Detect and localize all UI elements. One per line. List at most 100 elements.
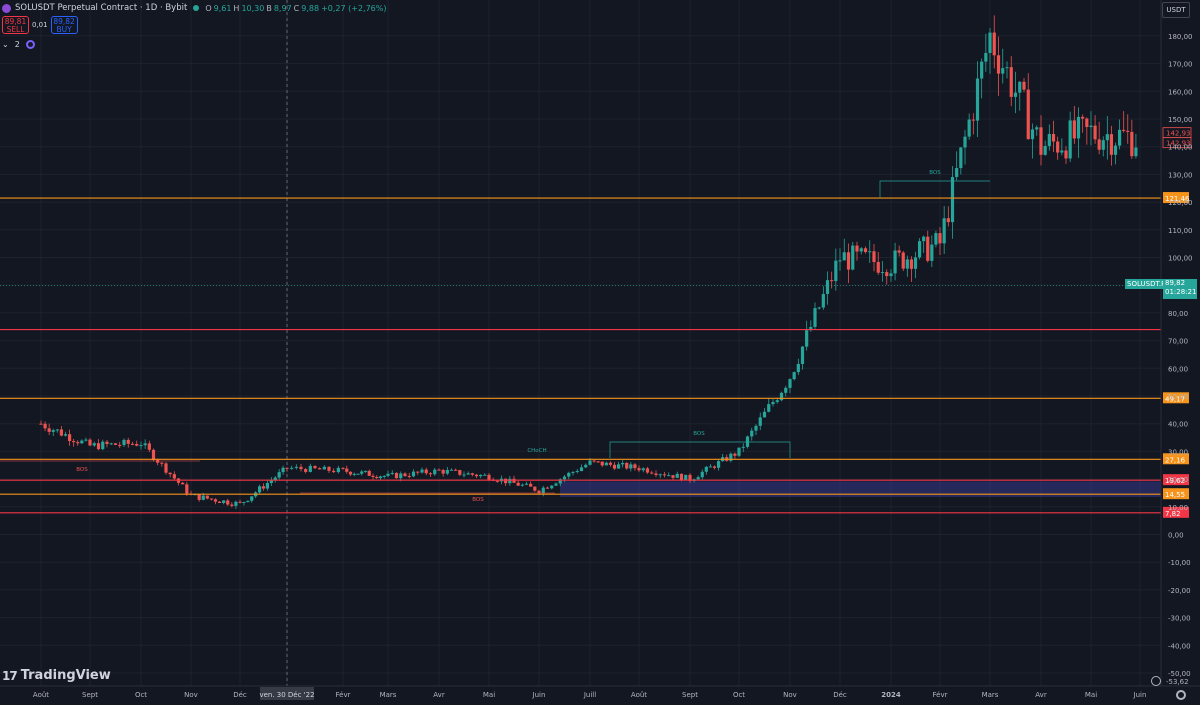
x-tick-label: Mars	[982, 691, 999, 699]
chevron-down-icon[interactable]: ⌄	[2, 40, 9, 49]
level-label: 7,82	[1165, 510, 1181, 518]
candle-body	[1030, 129, 1035, 140]
y-tick-label: 100,00	[1168, 255, 1193, 263]
x-tick-label: Avr	[433, 691, 445, 699]
candle-body	[1013, 92, 1018, 97]
candle-body	[671, 475, 675, 478]
x-tick-label: Nov	[783, 691, 797, 699]
candle-body	[504, 478, 508, 484]
candle-body	[213, 499, 218, 502]
solana-icon	[2, 3, 11, 13]
candle-body	[554, 483, 558, 486]
level-label-bg	[1163, 488, 1189, 500]
candle-body	[250, 496, 254, 501]
candle-body	[76, 442, 80, 444]
x-tick-label: Mai	[483, 691, 495, 699]
candle-body	[550, 485, 554, 489]
indicator-toggle[interactable]: ⌄ 2	[2, 40, 35, 49]
structure-label: CHoCH	[527, 448, 546, 454]
candle-body	[43, 423, 47, 429]
candle-body	[433, 469, 437, 475]
candle-body	[541, 487, 545, 494]
candle-body	[893, 250, 897, 274]
candle-body	[341, 467, 345, 469]
candle-body	[230, 504, 234, 506]
candle-body	[745, 436, 750, 447]
level-label-bg	[1163, 392, 1189, 404]
x-tick-label: Août	[631, 691, 647, 699]
candle-body	[641, 468, 645, 471]
candle-body	[348, 471, 353, 475]
candle-body	[708, 466, 713, 468]
y-tick-label: 50,00	[1168, 393, 1188, 401]
candle-body	[1035, 127, 1039, 130]
candle-body	[109, 443, 113, 445]
candle-body	[741, 446, 745, 448]
crosshair-date-bg	[260, 687, 314, 700]
y-tick-label: -30,00	[1168, 615, 1191, 623]
add-alert-icon[interactable]	[1151, 676, 1161, 686]
candle-body	[63, 434, 68, 436]
structure-label: BOS	[76, 467, 88, 473]
candle-body	[411, 471, 416, 477]
indicator-icon[interactable]	[25, 40, 35, 49]
candle-body	[938, 233, 942, 244]
ohlc-values: O 9,61 H 10,30 B 8,97 C 9,88 +0,27 (+2,76%)	[205, 3, 387, 13]
candle-body	[809, 326, 813, 331]
candle-body	[261, 486, 266, 489]
candle-body	[996, 55, 1001, 74]
currency-selector[interactable]: USDT	[1162, 2, 1190, 18]
x-tick-label: Févr	[336, 691, 351, 699]
candle-body	[1085, 118, 1089, 128]
candle-body	[470, 473, 474, 475]
sell-button[interactable]: 89,81 SELL	[2, 16, 29, 34]
candle-body	[1122, 129, 1126, 131]
candle-body	[872, 251, 876, 262]
candle-body	[830, 280, 834, 282]
candle-body	[733, 453, 737, 456]
candle-body	[868, 251, 872, 253]
candle-body	[1022, 81, 1026, 90]
candle-body	[529, 483, 533, 487]
candle-body	[851, 245, 855, 270]
gear-icon[interactable]	[1176, 690, 1186, 700]
candle-body	[96, 443, 101, 450]
symbol-title[interactable]: SOLUSDT Perpetual Contract · 1D · Bybit	[15, 3, 188, 13]
candle-body	[604, 462, 608, 466]
candle-body	[59, 429, 64, 436]
candle-body	[575, 471, 579, 473]
candle-body	[382, 475, 386, 477]
candle-body	[84, 439, 88, 441]
candle-body	[846, 252, 851, 270]
candle-body	[242, 501, 246, 503]
candle-body	[817, 307, 821, 309]
price-axis: 180,00 170,00 160,00 150,00 140,00 130,00 120,…	[1160, 0, 1193, 686]
candle-body	[784, 387, 788, 393]
candle-body	[1113, 145, 1118, 155]
candle-body	[378, 476, 383, 479]
candle-body	[257, 486, 262, 493]
candle-body	[101, 441, 105, 450]
x-tick-label: Août	[33, 691, 49, 699]
buy-button[interactable]: 89,82 BUY	[50, 16, 78, 34]
candle-body	[1018, 81, 1022, 93]
candle-body	[1047, 133, 1051, 147]
x-tick-label: Sept	[682, 691, 698, 699]
candle-body	[428, 473, 433, 475]
level-label-bg	[1163, 192, 1189, 204]
x-tick-label: Juin	[1133, 691, 1147, 699]
candle-body	[771, 401, 775, 405]
candle-body	[520, 484, 524, 486]
candle-body	[420, 469, 424, 473]
x-tick-label: Mars	[380, 691, 397, 699]
y-tick-label: 40,00	[1168, 421, 1188, 429]
last-price-label: 89,82 01:28:21	[1163, 279, 1197, 299]
candle-body	[367, 470, 371, 476]
candle-body	[959, 147, 963, 169]
candle-body	[454, 469, 458, 471]
candle-body	[449, 469, 454, 471]
tradingview-logo[interactable]: 17 TradingView	[2, 668, 111, 683]
candle-body	[897, 250, 901, 253]
price-label-bg	[1162, 137, 1192, 149]
